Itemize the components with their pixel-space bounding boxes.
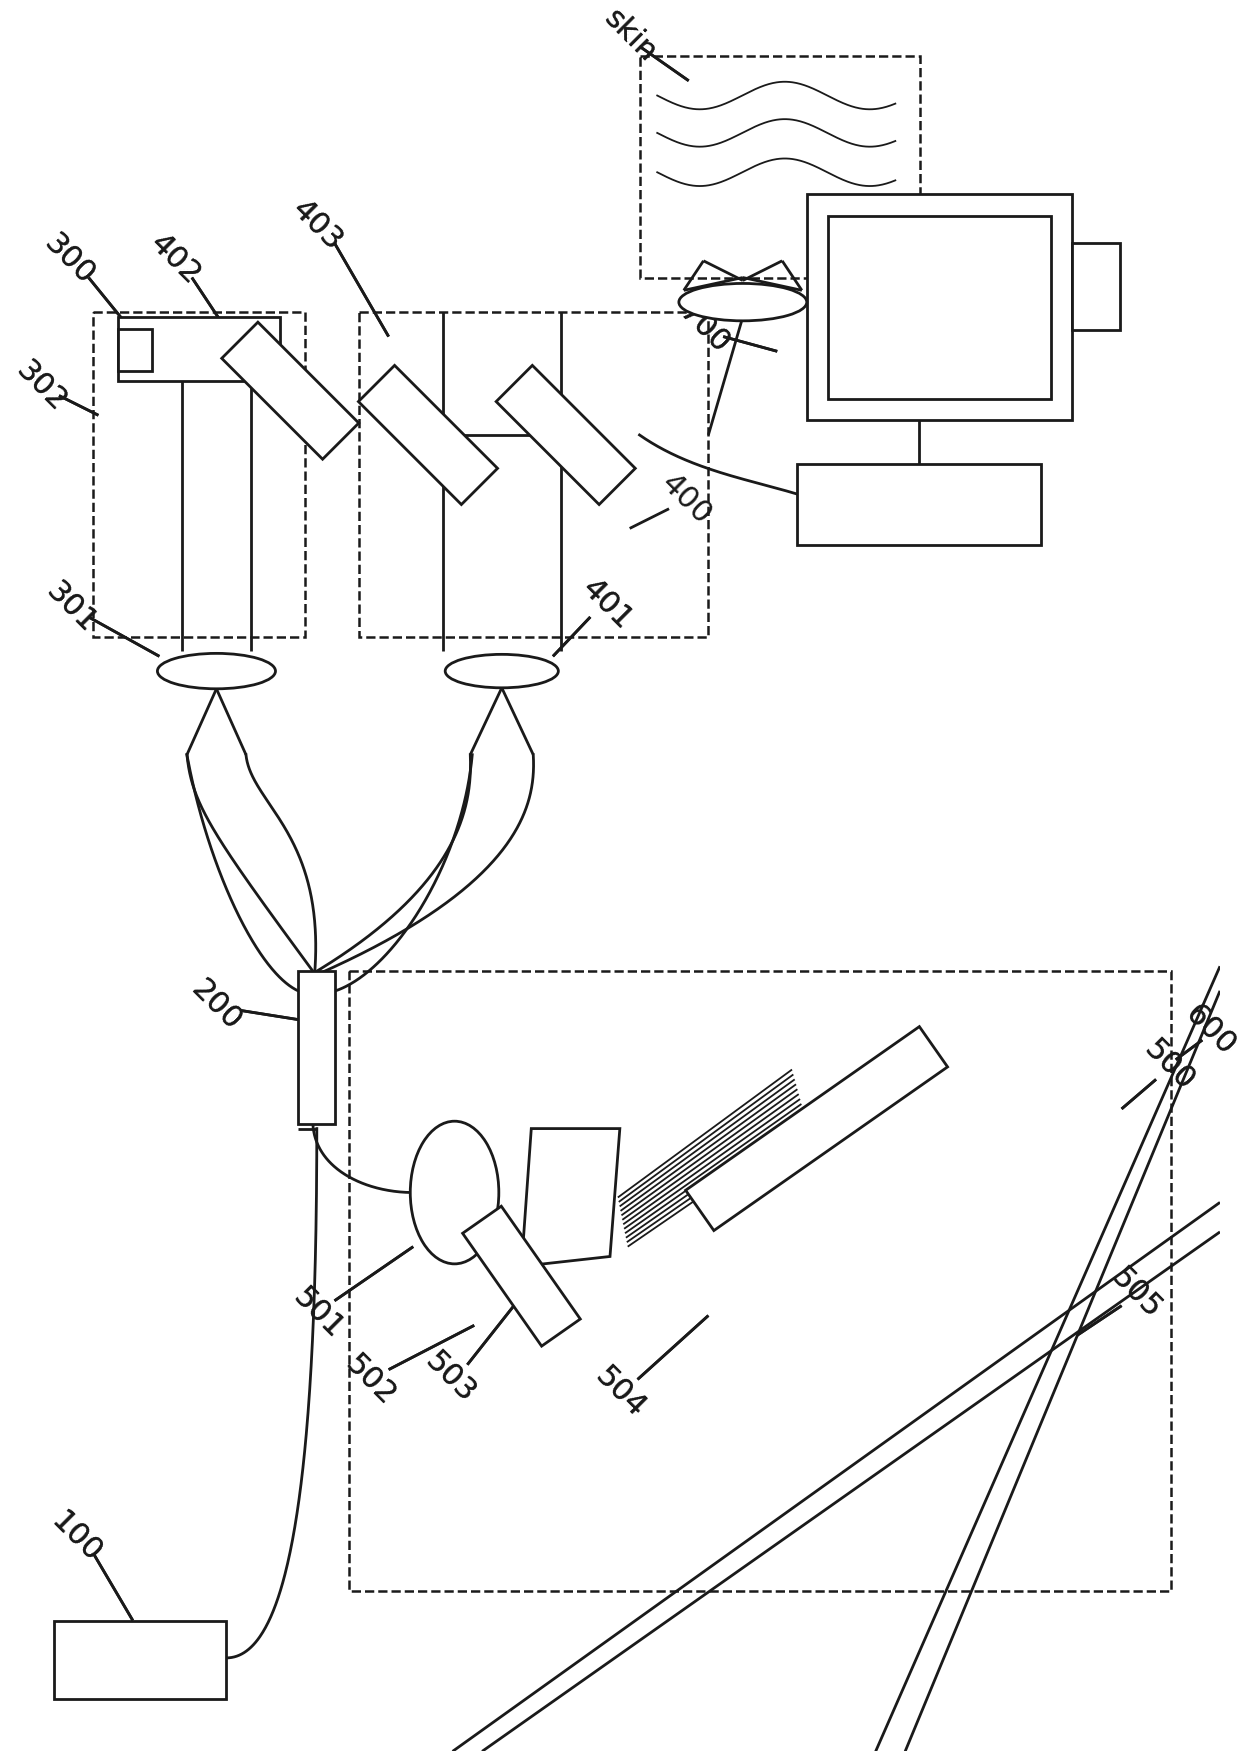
Polygon shape <box>358 365 497 505</box>
Bar <box>797 465 1040 545</box>
Polygon shape <box>686 1027 947 1231</box>
Text: 403: 403 <box>286 195 347 256</box>
Polygon shape <box>496 365 635 505</box>
Text: 505: 505 <box>1106 1264 1167 1325</box>
Text: 302: 302 <box>10 356 72 417</box>
Text: 301: 301 <box>40 577 102 638</box>
Text: 100: 100 <box>46 1508 108 1569</box>
Bar <box>1073 244 1120 330</box>
Text: 200: 200 <box>186 975 247 1036</box>
Bar <box>55 1620 226 1699</box>
Text: 400: 400 <box>655 470 717 531</box>
Text: skin: skin <box>598 4 662 67</box>
Text: 501: 501 <box>286 1283 348 1345</box>
Text: 504: 504 <box>589 1362 651 1423</box>
Bar <box>828 216 1050 398</box>
Text: 301: 301 <box>40 577 102 638</box>
Text: 300: 300 <box>38 230 99 291</box>
Ellipse shape <box>445 654 558 687</box>
Text: 500: 500 <box>1138 1034 1199 1096</box>
Text: 504: 504 <box>589 1362 651 1423</box>
Bar <box>118 317 280 380</box>
Polygon shape <box>463 1206 580 1346</box>
Ellipse shape <box>157 654 275 689</box>
Text: 501: 501 <box>286 1283 348 1345</box>
Text: 100: 100 <box>46 1508 108 1569</box>
Ellipse shape <box>678 284 807 321</box>
Text: 502: 502 <box>339 1350 401 1411</box>
Bar <box>807 195 1073 421</box>
Bar <box>118 330 153 372</box>
Text: 500: 500 <box>1138 1034 1199 1096</box>
Text: 700: 700 <box>673 298 735 359</box>
Text: 402: 402 <box>144 230 206 291</box>
Text: 600: 600 <box>1179 999 1240 1061</box>
Bar <box>640 56 920 277</box>
Text: 503: 503 <box>420 1346 481 1408</box>
Bar <box>298 971 336 1124</box>
Text: 600: 600 <box>1179 999 1240 1061</box>
Ellipse shape <box>410 1122 498 1264</box>
Text: 503: 503 <box>420 1346 481 1408</box>
Polygon shape <box>222 323 358 459</box>
Text: 700: 700 <box>673 298 735 359</box>
Text: skin: skin <box>598 4 662 67</box>
Bar <box>93 312 305 636</box>
Text: 401: 401 <box>577 573 637 635</box>
Text: 401: 401 <box>577 573 637 635</box>
Text: 300: 300 <box>38 230 99 291</box>
Text: 402: 402 <box>144 230 206 291</box>
Text: 403: 403 <box>286 195 347 256</box>
Bar <box>350 971 1171 1592</box>
Text: 505: 505 <box>1106 1264 1167 1325</box>
Text: 200: 200 <box>186 975 247 1036</box>
Text: 302: 302 <box>10 356 72 417</box>
Bar <box>360 312 708 636</box>
Text: 502: 502 <box>339 1350 401 1411</box>
Polygon shape <box>522 1129 620 1266</box>
